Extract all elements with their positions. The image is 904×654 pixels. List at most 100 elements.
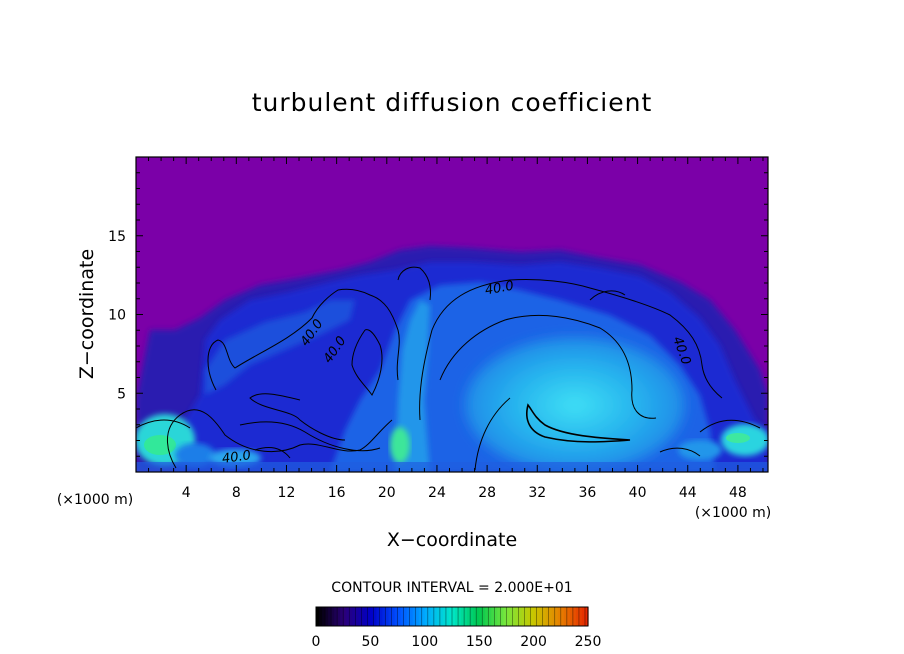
colorbar-segment: [494, 607, 498, 626]
colorbar-segment: [470, 607, 474, 626]
x-tick-label: 20: [378, 485, 396, 501]
x-tick-label: 28: [478, 485, 496, 501]
contour-interval-label: CONTOUR INTERVAL = 2.000E+01: [331, 580, 572, 596]
x-tick-label: 24: [428, 485, 446, 501]
x-tick-label: 16: [328, 485, 346, 501]
colorbar-tick-label: 250: [575, 634, 602, 650]
colorbar-segment: [403, 607, 408, 626]
colorbar-segment: [578, 607, 583, 626]
colorbar-segment: [346, 607, 350, 626]
y-axis: 5 10 15: [108, 172, 768, 457]
x-tick-label: 44: [679, 485, 697, 501]
colorbar-segment: [427, 607, 432, 626]
colorbar-segment: [554, 607, 559, 626]
surface-turbulence: [136, 414, 768, 472]
colorbar-tick-label: 200: [520, 634, 547, 650]
colorbar-segment: [524, 607, 529, 626]
y-tick-label: 15: [108, 229, 126, 245]
colorbar-segment: [509, 607, 514, 626]
colorbar-segment: [518, 607, 523, 626]
contour-label: 40.0: [221, 448, 252, 467]
colorbar-segment: [352, 607, 356, 626]
colorbar-segment: [539, 607, 544, 626]
colorbar-segment: [361, 607, 365, 626]
colorbar-segment: [551, 607, 556, 626]
y-axis-label: Z−coordinate: [76, 249, 98, 379]
colorbar-frame: [315, 606, 589, 627]
colorbar-segment: [479, 607, 483, 626]
colorbar-segment: [442, 607, 447, 626]
colorbar-segment: [521, 607, 526, 626]
colorbar-segment: [536, 607, 541, 626]
left-branch: [205, 300, 355, 395]
x-tick-label: 8: [232, 485, 241, 501]
x-tick-label: 40: [629, 485, 647, 501]
x-tick-label: 48: [729, 485, 747, 501]
colorbar-segment: [319, 607, 323, 626]
colorbar-segment: [448, 607, 453, 626]
colorbar-segment: [491, 607, 495, 626]
colorbar-segment: [548, 607, 553, 626]
x-tick-label: 36: [579, 485, 597, 501]
colorbar: [315, 606, 589, 627]
colorbar-segment: [331, 607, 335, 626]
colorbar-segment: [400, 607, 405, 626]
colorbar-segment: [527, 607, 532, 626]
x-tick-label: 32: [528, 485, 546, 501]
colorbar-segment: [418, 607, 423, 626]
colorbar-segment: [322, 607, 326, 626]
colorbar-segment: [461, 607, 465, 626]
colorbar-segment: [430, 607, 435, 626]
colorbar-segment: [337, 607, 341, 626]
plot-area: 40.0 40.0 40.0 40.0 40.0: [135, 156, 769, 473]
x-axis: 4 8 12 16 20 24 28 32 36 40 44 48: [148, 157, 764, 501]
colorbar-segment: [406, 607, 411, 626]
colorbar-segment: [364, 607, 368, 626]
colorbar-segment: [436, 607, 441, 626]
colorbar-segment: [566, 607, 571, 626]
x-tick-label: 4: [182, 485, 191, 501]
colorbar-segment: [482, 607, 486, 626]
colorbar-segment: [545, 607, 550, 626]
colorbar-segment: [563, 607, 568, 626]
vortex-core: [465, 337, 685, 472]
colorbar-segment: [500, 607, 504, 626]
colorbar-segment: [473, 607, 477, 626]
colorbar-segment: [379, 607, 384, 626]
colorbar-segment: [584, 607, 589, 626]
colorbar-segment: [328, 607, 332, 626]
y-tick-label: 5: [117, 386, 126, 402]
colorbar-ticks: 0 50 100 150 200 250: [312, 634, 602, 650]
colorbar-segment: [575, 607, 580, 626]
colorbar-segment: [569, 607, 574, 626]
x-tick-label: 12: [278, 485, 296, 501]
colorbar-segment: [325, 607, 329, 626]
colorbar-segment: [512, 607, 517, 626]
x-axis-label: X−coordinate: [387, 529, 517, 551]
colorbar-segment: [370, 607, 375, 626]
colorbar-segment: [515, 607, 520, 626]
colorbar-segment: [458, 607, 462, 626]
colorbar-segment: [452, 607, 456, 626]
x-unit-right: (×1000 m): [695, 505, 771, 521]
colorbar-segment: [385, 607, 390, 626]
colorbar-segment: [476, 607, 480, 626]
contour-lines: [136, 266, 761, 471]
colorbar-segment: [358, 607, 362, 626]
colorbar-segment: [382, 607, 387, 626]
colorbar-segment: [560, 607, 565, 626]
colorbar-segment: [455, 607, 459, 626]
colorbar-segment: [542, 607, 547, 626]
colorbar-segment: [421, 607, 426, 626]
colorbar-segment: [412, 607, 417, 626]
colorbar-segment: [397, 607, 402, 626]
colorbar-segment: [581, 607, 586, 626]
colorbar-tick-label: 100: [411, 634, 438, 650]
y-tick-label: 10: [108, 308, 126, 324]
colorbar-tick-label: 50: [361, 634, 379, 650]
colorbar-segment: [439, 607, 444, 626]
contour-label: 40.0: [484, 279, 515, 299]
colorbar-segment: [388, 607, 393, 626]
colorbar-segment: [316, 607, 320, 626]
